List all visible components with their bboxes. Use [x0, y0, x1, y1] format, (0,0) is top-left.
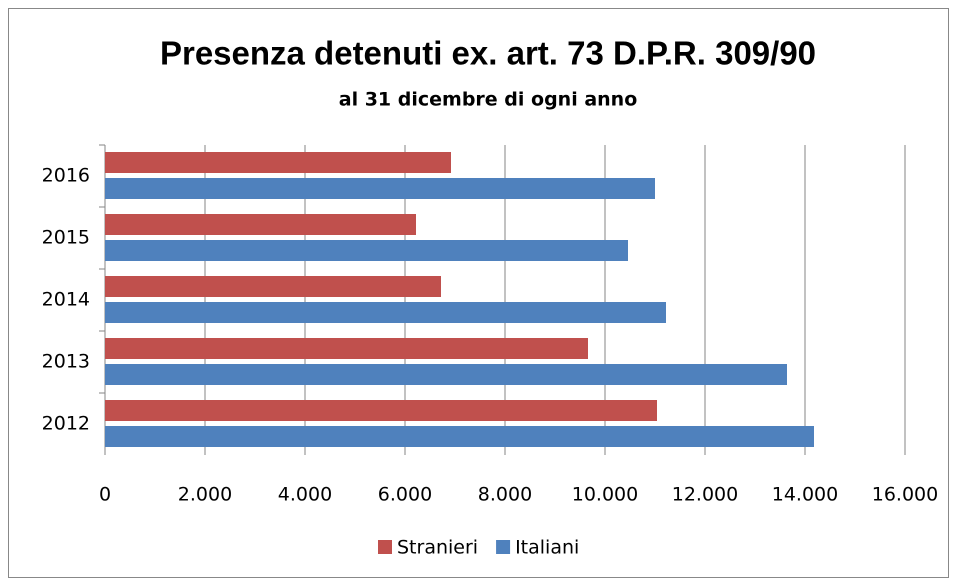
bar	[105, 338, 588, 359]
x-tick-label: 16.000	[872, 484, 938, 506]
legend-swatch	[378, 540, 392, 554]
legend-swatch	[496, 540, 511, 554]
y-tick-label: 2015	[42, 227, 90, 249]
bar	[105, 426, 814, 447]
x-tick-label: 4.000	[278, 484, 332, 506]
x-tick-label: 0	[99, 484, 111, 506]
bar	[105, 400, 657, 421]
x-tick-label: 14.000	[772, 484, 838, 506]
bar	[105, 302, 666, 323]
chart-subtitle: al 31 dicembre di ogni anno	[339, 89, 638, 111]
x-tick-label: 8.000	[478, 484, 532, 506]
bar	[105, 152, 451, 173]
x-tick-label: 10.000	[572, 484, 638, 506]
legend-label: Italiani	[515, 537, 579, 559]
y-tick-label: 2016	[42, 165, 90, 187]
bar	[105, 214, 416, 235]
bar	[105, 178, 655, 199]
legend-label: Stranieri	[397, 537, 478, 559]
x-tick-label: 2.000	[178, 484, 232, 506]
y-tick-label: 2013	[42, 351, 90, 373]
bar	[105, 364, 787, 385]
bar	[105, 276, 441, 297]
x-tick-label: 6.000	[378, 484, 432, 506]
y-tick-label: 2014	[42, 289, 90, 311]
x-tick-label: 12.000	[672, 484, 738, 506]
y-tick-label: 2012	[42, 413, 90, 435]
chart-title: Presenza detenuti ex. art. 73 D.P.R. 309…	[160, 35, 816, 72]
bar	[105, 240, 628, 261]
